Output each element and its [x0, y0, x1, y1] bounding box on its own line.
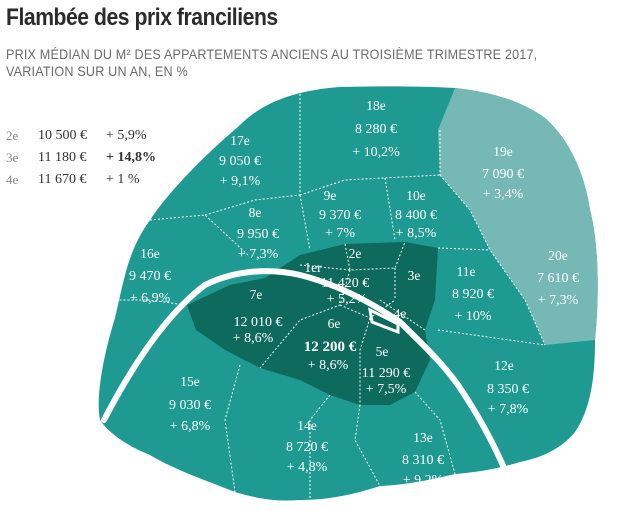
seine-river [101, 268, 508, 473]
label-ordinal-17: 17e [230, 133, 250, 148]
east-region [438, 88, 598, 345]
label-price-6: 12 200 € [304, 339, 357, 355]
label-variation-15: + 6,8% [170, 419, 211, 434]
legend-arr-label: 2e [6, 128, 19, 143]
label-variation-7: + 8,6% [233, 331, 274, 346]
label-price-12: 8 350 € [487, 382, 529, 397]
label-variation-20: + 7,3% [538, 293, 579, 308]
label-price-7: 12 010 € [234, 315, 283, 330]
label-ordinal-6: 6e [328, 316, 341, 331]
central-region [187, 242, 438, 405]
label-ordinal-13: 13e [413, 430, 433, 445]
label-variation-19: + 3,4% [483, 187, 524, 202]
label-price-14: 8 720 € [286, 440, 328, 455]
label-price-1: 11 420 € [321, 276, 369, 291]
label-variation-16: + 6,9% [130, 291, 171, 306]
label-ordinal-11: 11e [457, 264, 476, 279]
legend-arr-label: 3e [6, 150, 19, 165]
legend-price: 11 180 € [38, 150, 87, 165]
label-ordinal-18: 18e [366, 98, 386, 113]
label-ordinal-9: 9e [324, 188, 337, 203]
label-price-8: 9 950 € [237, 227, 279, 242]
label-variation-10: + 8,5% [396, 226, 437, 241]
label-variation-11: + 10% [454, 309, 491, 324]
label-ordinal-1: 1er [304, 260, 322, 275]
label-price-5: 11 290 € [362, 366, 410, 381]
map-title: Flambée des prix franciliens [6, 4, 278, 31]
map-subtitle: PRIX MÉDIAN DU M² DES APPARTEMENTS ANCIE… [6, 46, 564, 80]
label-price-17: 9 050 € [219, 154, 261, 169]
legend-variation: + 1 % [106, 172, 140, 187]
label-ordinal-16: 16e [140, 246, 160, 261]
arrondissement-labels: 18e 8 280 € + 10,2% 17e 9 050 € + 9,1% 1… [129, 98, 579, 488]
label-ordinal-8: 8e [249, 205, 262, 220]
label-price-20: 7 610 € [537, 271, 579, 286]
label-variation-12: + 7,8% [488, 402, 529, 417]
label-ordinal-14: 14e [297, 418, 317, 433]
label-ordinal-12: 12e [494, 358, 514, 373]
label-variation-9: + 7% [325, 226, 355, 241]
label-price-16: 9 470 € [129, 269, 171, 284]
label-variation-5: + 7,5% [366, 382, 407, 397]
seine-island [368, 307, 400, 335]
legend-price: 11 670 € [38, 172, 87, 187]
label-ordinal-10: 10e [406, 188, 426, 203]
label-price-13: 8 310 € [402, 453, 444, 468]
label-price-19: 7 090 € [482, 167, 524, 182]
label-price-18: 8 280 € [355, 122, 397, 137]
label-variation-6: + 8,6% [308, 358, 349, 373]
subtitle-line-1: PRIX MÉDIAN DU M² DES APPARTEMENTS ANCIE… [6, 46, 538, 62]
legend-variation: + 5,9% [106, 128, 147, 143]
label-ordinal-4: 4e [394, 306, 407, 321]
label-variation-1: + 5,2% [327, 292, 368, 307]
legend-price: 10 500 € [38, 128, 87, 143]
label-variation-18: + 10,2% [352, 145, 400, 160]
label-variation-13: + 9,2% [403, 473, 444, 488]
subtitle-line-2: VARIATION SUR UN AN, EN % [6, 63, 188, 79]
arrondissement-boundaries [118, 90, 546, 500]
label-ordinal-3: 3e [408, 268, 421, 283]
label-ordinal-19: 19e [493, 144, 513, 159]
label-variation-14: + 4,8% [287, 460, 328, 475]
label-ordinal-15: 15e [180, 374, 200, 389]
label-price-9: 9 370 € [319, 208, 361, 223]
legend-variation: + 14,8% [106, 150, 156, 165]
legend-arr-label: 4e [6, 172, 19, 187]
label-variation-8: + 7,3% [238, 247, 279, 262]
label-price-15: 9 030 € [169, 398, 211, 413]
label-ordinal-7: 7e [250, 287, 263, 302]
label-price-11: 8 920 € [452, 287, 494, 302]
label-variation-17: + 9,1% [220, 174, 261, 189]
label-ordinal-2: 2e [349, 246, 362, 261]
label-ordinal-5: 5e [376, 344, 389, 359]
label-ordinal-20: 20e [548, 248, 568, 263]
label-price-10: 8 400 € [395, 208, 437, 223]
